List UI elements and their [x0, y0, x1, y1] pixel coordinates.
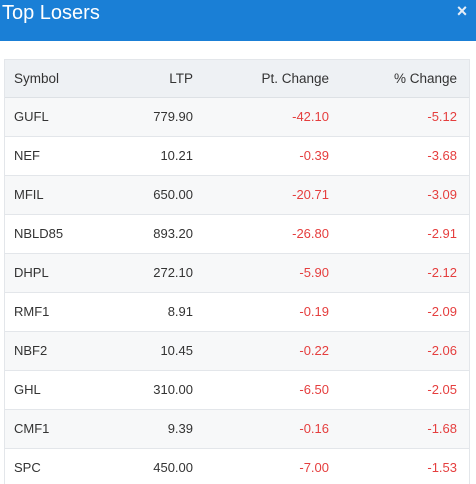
modal-header: Top Losers ×: [0, 0, 476, 41]
table-row[interactable]: SPC 450.00 -7.00 -1.53: [5, 448, 469, 484]
table-row[interactable]: RMF1 8.91 -0.19 -2.09: [5, 292, 469, 331]
cell-ltp: 450.00: [153, 460, 193, 476]
column-header-pct-change[interactable]: % Change: [329, 60, 469, 98]
cell-pt-change: -20.71: [292, 187, 329, 202]
column-header-symbol[interactable]: Symbol: [5, 60, 103, 98]
cell-pt-change: -0.19: [299, 304, 329, 319]
cell-pct-change: -2.91: [427, 226, 457, 241]
table-row[interactable]: NEF 10.21 -0.39 -3.68: [5, 136, 469, 175]
cell-pct-change: -1.68: [427, 421, 457, 436]
table-row[interactable]: DHPL 272.10 -5.90 -2.12: [5, 253, 469, 292]
cell-pct-change: -3.68: [427, 148, 457, 163]
table-row[interactable]: MFIL 650.00 -20.71 -3.09: [5, 175, 469, 214]
cell-pt-change: -5.90: [299, 265, 329, 280]
cell-ltp: 9.39: [167, 421, 193, 436]
modal-title: Top Losers: [2, 2, 100, 24]
cell-symbol: NBLD85: [14, 226, 64, 241]
cell-symbol: RMF1: [14, 304, 50, 319]
cell-symbol: MFIL: [14, 187, 44, 202]
cell-ltp: 8.91: [167, 304, 193, 319]
cell-pct-change: -2.06: [427, 343, 457, 358]
cell-symbol: SPC: [14, 460, 41, 476]
cell-pt-change: -26.80: [292, 226, 329, 241]
cell-pt-change: -0.22: [299, 343, 329, 358]
cell-symbol: CMF1: [14, 421, 50, 436]
cell-pct-change: -3.09: [427, 187, 457, 202]
cell-symbol: GHL: [14, 382, 41, 397]
cell-symbol: NBF2: [14, 343, 48, 358]
cell-pct-change: -5.12: [427, 109, 457, 124]
cell-pt-change: -6.50: [299, 382, 329, 397]
cell-pt-change: -0.16: [299, 421, 329, 436]
cell-ltp: 893.20: [153, 226, 193, 241]
cell-symbol: DHPL: [14, 265, 49, 280]
cell-pct-change: -2.12: [427, 265, 457, 280]
cell-ltp: 272.10: [153, 265, 193, 280]
table-header-row: Symbol LTP Pt. Change % Change: [5, 60, 469, 98]
cell-ltp: 310.00: [153, 382, 193, 397]
table-row[interactable]: NBF2 10.45 -0.22 -2.06: [5, 331, 469, 370]
close-icon[interactable]: ×: [456, 1, 468, 21]
cell-pt-change: -0.39: [299, 148, 329, 163]
cell-pct-change: -2.09: [427, 304, 457, 319]
table-row[interactable]: NBLD85 893.20 -26.80 -2.91: [5, 214, 469, 253]
losers-table: Symbol LTP Pt. Change % Change GUFL 779.9…: [5, 60, 469, 484]
cell-pct-change: -1.53: [427, 460, 457, 476]
cell-pt-change: -7.00: [299, 460, 329, 476]
table-row[interactable]: GHL 310.00 -6.50 -2.05: [5, 370, 469, 409]
cell-pt-change: -42.10: [292, 109, 329, 124]
losers-table-container: Symbol LTP Pt. Change % Change GUFL 779.9…: [4, 59, 470, 484]
column-header-pt-change[interactable]: Pt. Change: [193, 60, 329, 98]
table-row[interactable]: CMF1 9.39 -0.16 -1.68: [5, 409, 469, 448]
cell-pct-change: -2.05: [427, 382, 457, 397]
table-row[interactable]: GUFL 779.90 -42.10 -5.12: [5, 97, 469, 136]
cell-symbol: GUFL: [14, 109, 49, 124]
cell-ltp: 779.90: [153, 109, 193, 124]
cell-ltp: 10.21: [160, 148, 193, 163]
column-header-ltp[interactable]: LTP: [103, 60, 193, 98]
cell-symbol: NEF: [14, 148, 40, 163]
cell-ltp: 650.00: [153, 187, 193, 202]
cell-ltp: 10.45: [160, 343, 193, 358]
